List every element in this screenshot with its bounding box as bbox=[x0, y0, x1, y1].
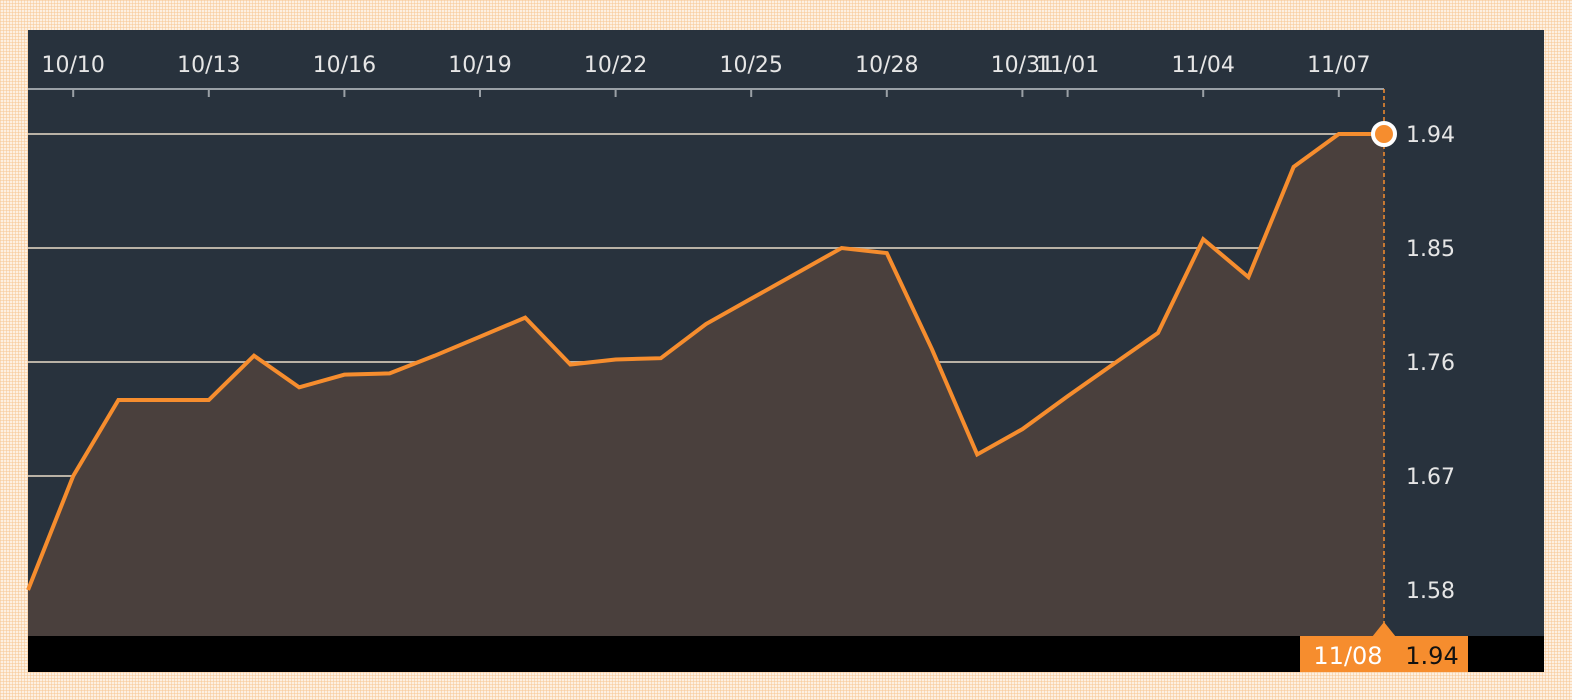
data-point bbox=[1201, 237, 1205, 241]
data-point bbox=[794, 271, 798, 275]
data-point bbox=[252, 354, 256, 358]
series-area-fill bbox=[28, 134, 1384, 636]
data-point bbox=[749, 297, 753, 301]
data-point bbox=[116, 398, 120, 402]
data-point bbox=[388, 371, 392, 375]
y-tick-label: 1.94 bbox=[1406, 123, 1455, 148]
data-point bbox=[614, 357, 618, 361]
badge-pointer bbox=[1372, 622, 1396, 637]
badge-value-background bbox=[1396, 636, 1468, 672]
data-point bbox=[930, 347, 934, 351]
data-point bbox=[71, 474, 75, 478]
data-point bbox=[207, 398, 211, 402]
data-point bbox=[885, 251, 889, 255]
x-tick-label: 10/10 bbox=[41, 53, 104, 78]
data-point bbox=[1337, 132, 1341, 136]
data-point bbox=[342, 373, 346, 377]
data-point bbox=[568, 363, 572, 367]
x-tick-label: 10/16 bbox=[313, 53, 376, 78]
data-point bbox=[162, 398, 166, 402]
data-point bbox=[1246, 275, 1250, 279]
current-value-label: 1.94 bbox=[1405, 642, 1458, 670]
data-point bbox=[1020, 427, 1024, 431]
data-point bbox=[1292, 165, 1296, 169]
x-tick-label: 10/13 bbox=[177, 53, 240, 78]
x-tick-label: 10/28 bbox=[855, 53, 918, 78]
data-point bbox=[26, 588, 30, 592]
data-point bbox=[840, 246, 844, 250]
chart-footer-bar bbox=[28, 636, 1544, 672]
data-point bbox=[1156, 331, 1160, 335]
x-tick-label: 11/01 bbox=[1036, 53, 1099, 78]
x-tick-label: 10/25 bbox=[719, 53, 782, 78]
y-tick-label: 1.58 bbox=[1406, 579, 1455, 604]
data-point bbox=[659, 356, 663, 360]
data-point bbox=[975, 452, 979, 456]
y-tick-label: 1.85 bbox=[1406, 237, 1455, 262]
current-point-marker[interactable] bbox=[1371, 121, 1397, 147]
x-tick-label: 10/19 bbox=[448, 53, 511, 78]
current-date-label: 11/08 bbox=[1313, 642, 1382, 670]
data-point bbox=[297, 385, 301, 389]
x-tick-label: 11/07 bbox=[1307, 53, 1370, 78]
y-axis: 1.94 1.85 1.76 1.67 1.58 bbox=[1406, 123, 1455, 604]
y-tick-label: 1.67 bbox=[1406, 465, 1455, 490]
data-point bbox=[433, 354, 437, 358]
data-point bbox=[1111, 363, 1115, 367]
badge-date-background bbox=[1300, 636, 1396, 672]
x-tick-label: 10/31 bbox=[991, 53, 1054, 78]
x-tick-label: 10/22 bbox=[584, 53, 647, 78]
current-value-badge: 11/08 1.94 bbox=[1300, 622, 1468, 672]
data-point bbox=[523, 316, 527, 320]
data-point bbox=[478, 335, 482, 339]
x-tick-label: 11/04 bbox=[1171, 53, 1234, 78]
x-axis: 10/10 10/13 10/16 10/19 10/22 10/25 10/28 10/31… bbox=[41, 53, 1371, 97]
series-line bbox=[26, 132, 1384, 591]
data-point bbox=[1066, 394, 1070, 398]
data-point bbox=[704, 322, 708, 326]
y-tick-label: 1.76 bbox=[1406, 351, 1455, 376]
